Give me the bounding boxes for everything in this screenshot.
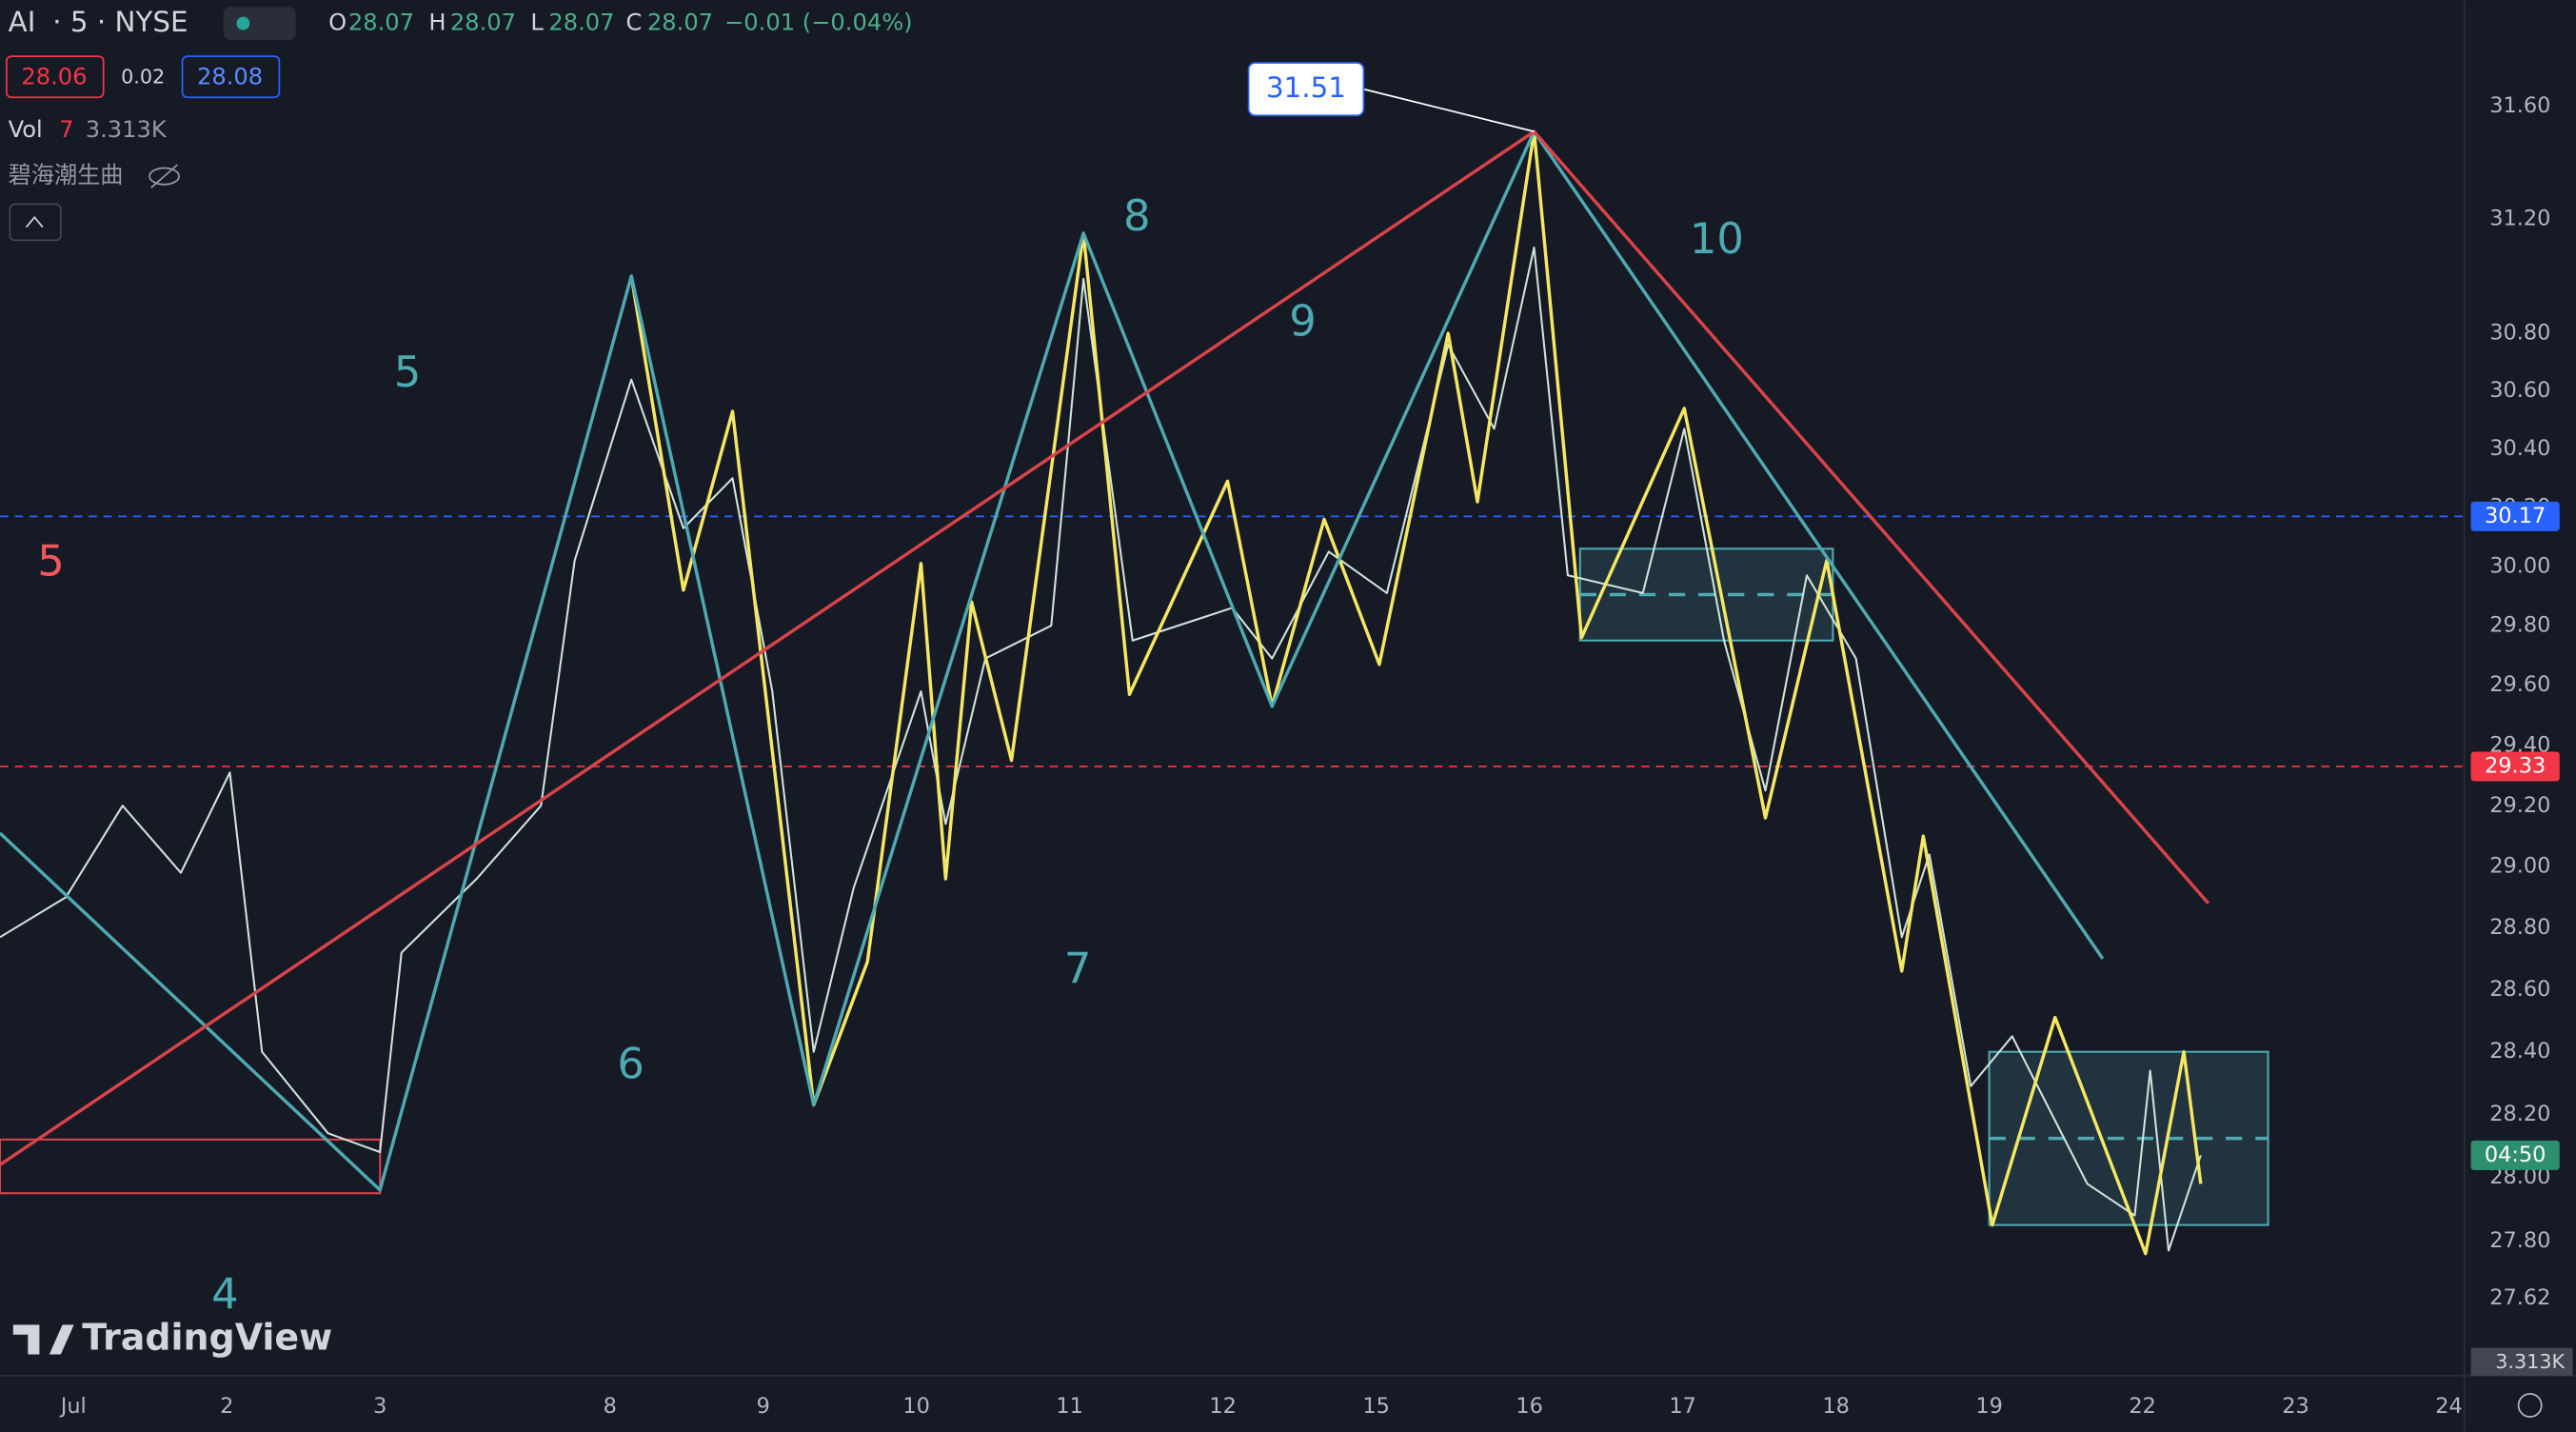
volume-tag [2470, 1347, 2573, 1376]
x-tick-label: 15 [1362, 1394, 1390, 1419]
x-tick-label: Jul [59, 1394, 87, 1419]
ask-box[interactable] [181, 55, 281, 99]
ohlc-label: C [626, 10, 643, 36]
bid: 28.06 [21, 64, 87, 90]
change: −0.01 (−0.04%) [724, 10, 913, 36]
wave-label: 4 [211, 1268, 239, 1319]
plot-area: 31.51 5 5 6 7 8 9 10 4 [0, 62, 2465, 1319]
y-tick-label: 27.62 [2489, 1285, 2550, 1310]
ask: 28.08 [197, 64, 263, 90]
vol-value: 3.313K [86, 116, 168, 143]
indicator-name: 碧海潮生曲 [9, 162, 124, 189]
trend-line [0, 129, 2105, 1192]
callout-leader [1363, 88, 1535, 132]
price-tag [2470, 1140, 2560, 1170]
trend-line [0, 129, 2210, 1166]
y-tick-label: 30.40 [2489, 436, 2550, 461]
symbol[interactable]: AI [9, 6, 36, 38]
ohlc-label: H [428, 10, 446, 36]
hide-icon [150, 164, 178, 189]
zone [0, 1138, 382, 1195]
x-tick-label: 9 [757, 1394, 770, 1419]
y-tick-label: 30.80 [2489, 321, 2550, 346]
x-tick-label: 2 [220, 1394, 233, 1419]
x-tick-label: 3 [373, 1394, 386, 1419]
y-tick-label: 31.20 [2489, 207, 2550, 231]
x-tick-label: 19 [1975, 1394, 2003, 1419]
ohlc-label: O [328, 10, 347, 36]
wave-label: 8 [1123, 190, 1151, 241]
trend-line [629, 129, 2203, 1256]
wave-label: 6 [617, 1038, 644, 1088]
price-tag-label: 29.33 [2485, 753, 2546, 778]
ohlc-value: 28.07 [348, 10, 414, 36]
x-tick-label: 11 [1056, 1394, 1083, 1419]
market-status [236, 16, 250, 30]
logo: TradingView [12, 1316, 332, 1358]
y-tick-label: 29.00 [2489, 854, 2550, 879]
y-tick-label: 30.00 [2489, 553, 2550, 578]
y-tick-label: 27.80 [2489, 1228, 2550, 1253]
y-tick-label: 28.40 [2489, 1039, 2550, 1064]
price-tag-label: 04:50 [2485, 1143, 2546, 1167]
x-tick-label: 10 [902, 1394, 930, 1419]
x-tick-label: 8 [604, 1394, 617, 1419]
x-tick-label: 18 [1822, 1394, 1850, 1419]
wave-label: 5 [394, 347, 422, 397]
x-tick-label: 23 [2282, 1394, 2309, 1419]
price-tag-label: 30.17 [2485, 504, 2546, 528]
y-tick-label: 29.60 [2489, 672, 2550, 697]
price-tag [2470, 751, 2560, 782]
x-tick-label: 24 [2435, 1394, 2463, 1419]
hide-icon[interactable] [149, 167, 180, 186]
y-tick-label: 31.60 [2489, 93, 2550, 118]
status-badge [223, 7, 296, 40]
wave-label: 7 [1064, 943, 1092, 993]
logo-mark [12, 1324, 74, 1355]
ohlc-value: 28.07 [450, 10, 516, 36]
settings-icon[interactable] [2517, 1393, 2543, 1418]
y-tick-label: 28.20 [2489, 1102, 2550, 1126]
bid-box[interactable] [6, 55, 105, 99]
ohlc-value: 28.07 [647, 10, 713, 36]
wave-label: 5 [37, 535, 65, 586]
price-tag [2470, 501, 2560, 531]
x-tick-label: 17 [1669, 1394, 1696, 1419]
wave-label: 10 [1690, 213, 1744, 264]
logo-text: TradingView [82, 1316, 332, 1358]
x-tick-label: 22 [2129, 1394, 2156, 1419]
x-tick-label: 12 [1209, 1394, 1237, 1419]
vol-label: Vol [9, 116, 43, 143]
volume-tag-label: 3.313K [2495, 1350, 2565, 1373]
callout-label: 31.51 [1266, 71, 1346, 104]
ohlc-label: L [530, 10, 544, 36]
y-tick-label: 30.60 [2489, 378, 2550, 403]
y-tick-label: 28.60 [2489, 977, 2550, 1002]
y-tick-label: 29.20 [2489, 793, 2550, 818]
callout-box [1247, 62, 1365, 117]
ohlc-value: 28.07 [548, 10, 614, 36]
collapse-icon [25, 215, 44, 229]
header: AI · 5 · NYSE O 28.07 H 28.07 L 28.07 C … [6, 6, 913, 242]
wave-label: 9 [1289, 295, 1317, 346]
interval: · 5 · NYSE [52, 6, 188, 38]
x-tick-label: 16 [1516, 1394, 1543, 1419]
y-tick-label: 28.80 [2489, 915, 2550, 940]
collapse-button[interactable] [9, 203, 62, 242]
vol-length: 7 [59, 116, 73, 143]
spread: 0.02 [121, 66, 165, 89]
y-tick-label: 29.80 [2489, 613, 2550, 638]
